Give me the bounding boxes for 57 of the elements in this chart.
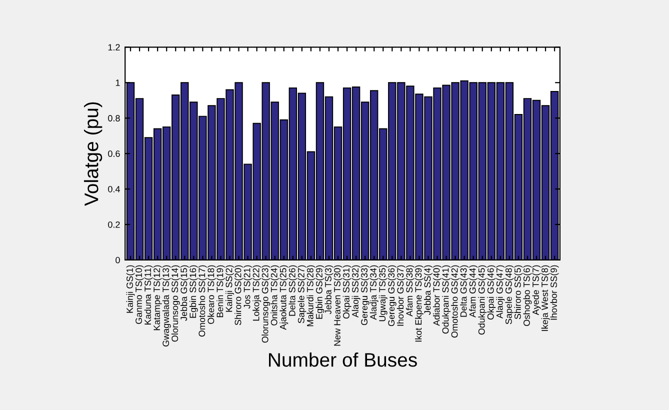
x-tick-label: New Heaven TS(30) (334, 265, 342, 346)
x-tick-label: Jebba TS(3) (324, 265, 334, 314)
x-tick-label: Ganmo TS(10) (135, 265, 144, 324)
x-tick-label: Oshogbo TS(6) (523, 265, 532, 326)
y-tick-label: 0 (116, 256, 120, 264)
x-tick-label: Alaoji GS(47) (496, 265, 505, 318)
x-tick-label: Okearo TS(18) (208, 265, 216, 324)
y-tick-label: 1.2 (108, 44, 120, 50)
x-tick-label: Ikot Ekpene TS(39) (415, 265, 424, 342)
x-tick-label: Lokoja TS(22) (252, 265, 262, 321)
x-tick-label: Odukpani GS(45) (478, 265, 487, 335)
x-tick-label: Olorunsogo SS(14) (171, 265, 180, 342)
x-tick-label: Benin TS(19) (216, 265, 225, 318)
x-tick-label: Onitsha TS(24) (270, 265, 280, 326)
x-tick-label: Makurdi TS(28) (306, 265, 316, 326)
x-tick-label: Afam GS(44) (469, 265, 478, 318)
x-tick-label: Sapele GS(48) (505, 265, 514, 324)
x-tick-label: Kainji SS(2) (226, 265, 234, 312)
x-tick-label: Jos TS(21) (244, 265, 252, 309)
x-tick-label: Kainji GS(1) (126, 265, 135, 313)
x-tick-label: Ihovbor SS(9) (550, 265, 559, 320)
x-tick-label: Adiabor TS(40) (433, 265, 442, 326)
y-tick-label: 0.8 (108, 115, 120, 122)
x-tick-label: Delta GS(43) (460, 265, 469, 317)
x-tick-label: Delta SS(26) (288, 265, 298, 316)
y-tick-label: 0.6 (108, 150, 120, 157)
x-tick-label: Shiroro GS(20) (234, 265, 243, 326)
x-tick-label: Odukpani SS(41) (442, 265, 450, 334)
x-tick-label: Alaoji SS(32) (352, 265, 360, 318)
y-tick-label: 0.2 (108, 221, 120, 228)
x-tick-label: Egbin GS(29) (316, 265, 324, 319)
y-tick-label: 0.4 (108, 186, 120, 192)
x-tick-label: Olorunsogo GS(23) (262, 265, 270, 343)
x-axis-title: Number of Buses (269, 352, 417, 367)
x-tick-label: Ayede TS(7) (532, 265, 541, 316)
x-tick-label: Omotosho GS(42) (451, 265, 460, 338)
x-tick-label: Okpai GS(46) (487, 265, 496, 320)
x-tick-label: Gwagwalada TS(13) (162, 265, 171, 346)
x-tick-label: Ihovbor GS(37) (396, 265, 406, 326)
x-tick-label: Sapele SS(27) (298, 265, 306, 324)
x-tick-label: Omotosho SS(17) (198, 265, 207, 337)
x-tick-label: Geregu GS(36) (388, 265, 396, 326)
y-tick-label: 1 (116, 80, 120, 86)
y-axis-title: Volatge (pu) (84, 102, 102, 206)
x-tick-label: Katampe TS(12) (153, 265, 162, 330)
x-tick-label: Afam SS(38) (406, 265, 414, 316)
x-tick-label: Egbin SS(16) (189, 265, 198, 318)
x-tick-label: Shiroro SS(5) (514, 265, 523, 320)
x-tick-label: Aladja TS(34) (370, 265, 378, 320)
x-tick-label: Ikeja West TS(8) (541, 265, 550, 331)
x-tick-label: Ajaokuta TS(25) (280, 265, 288, 330)
x-tick-label: Okpai SS(31) (342, 265, 352, 319)
x-tick-label: Kaduna TS(11) (144, 265, 153, 324)
x-tick-label: Geregu SS(33) (360, 265, 370, 326)
x-tick-label: Jebba GS(15) (180, 265, 189, 321)
x-tick-label: Ugwaji TS(35) (378, 265, 388, 322)
x-tick-label: Jebba SS(4) (424, 265, 432, 315)
